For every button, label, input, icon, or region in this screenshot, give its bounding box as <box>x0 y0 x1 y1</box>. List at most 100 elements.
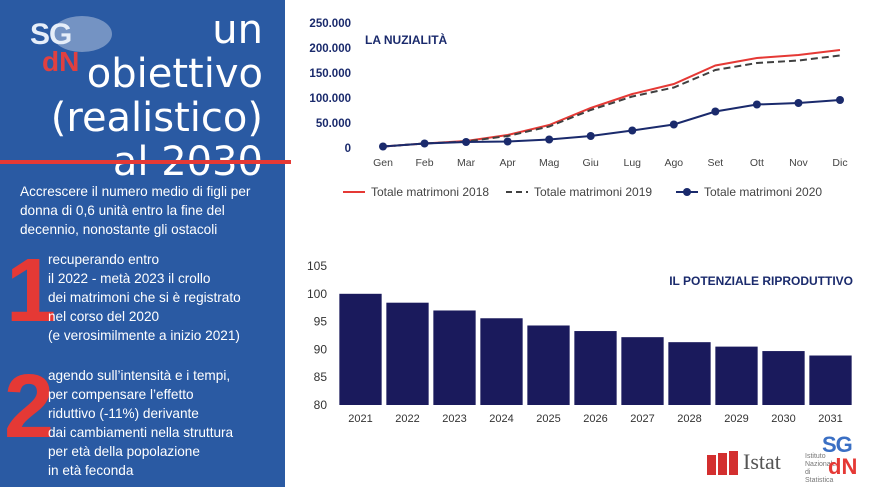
data-point <box>752 100 761 109</box>
data-point <box>379 142 387 151</box>
y-tick-label: 100 <box>307 287 327 301</box>
x-tick-label: Dic <box>832 157 847 169</box>
x-tick-label: 2030 <box>771 413 795 425</box>
x-tick-label: Lug <box>624 157 642 169</box>
sgdn-small-logo: SG dN <box>820 432 864 480</box>
legend-label: Totale matrimoni 2018 <box>371 185 489 199</box>
legend-marker <box>683 188 691 196</box>
y-tick-label: 250.000 <box>309 18 351 30</box>
sgdn-small-dn: dN <box>828 454 858 479</box>
x-tick-label: 2024 <box>489 413 513 425</box>
y-tick-label: 150.000 <box>309 68 351 80</box>
point-line: riduttivo (-11%) derivante <box>48 406 199 421</box>
point-line: (e verosimilmente a inizio 2021) <box>48 328 240 343</box>
y-tick-label: 200.000 <box>309 43 351 55</box>
point-line: recuperando entro <box>48 252 160 267</box>
bar <box>809 355 852 405</box>
x-tick-label: Feb <box>415 157 433 169</box>
chart-title: LA NUZIALITÀ <box>365 32 448 47</box>
x-tick-label: Gen <box>373 157 393 169</box>
bar <box>574 331 617 405</box>
bar <box>715 346 758 405</box>
page-title: un obiettivo (realistico) al 2030 <box>43 8 263 184</box>
data-point <box>628 126 637 135</box>
x-tick-label: 2021 <box>348 413 372 425</box>
x-tick-label: Set <box>707 157 723 169</box>
point-1-text: recuperando entro il 2022 - metà 2023 il… <box>48 250 276 345</box>
title-line: obiettivo <box>86 51 263 97</box>
left-panel: SG dN un obiettivo (realistico) al 2030 … <box>0 0 285 487</box>
bar <box>762 351 805 405</box>
bar <box>386 302 429 405</box>
point-line: in età feconda <box>48 463 134 478</box>
x-tick-label: Apr <box>499 157 516 169</box>
logo-dn-text: dN <box>42 46 80 77</box>
title-divider-extension <box>285 160 291 164</box>
legend-label: Totale matrimoni 2019 <box>534 185 652 199</box>
x-tick-label: Mag <box>539 157 560 169</box>
title-divider <box>0 160 285 164</box>
istat-wordmark: Istat <box>743 449 781 474</box>
point-number-2: 2 <box>4 357 55 457</box>
chart-title: IL POTENZIALE RIPRODUTTIVO <box>669 274 853 288</box>
sgdn-small-sg: SG <box>822 432 853 457</box>
x-tick-label: Nov <box>789 157 808 169</box>
data-point <box>420 139 429 148</box>
series-line-3 <box>382 99 841 148</box>
x-tick-label: Mar <box>457 157 476 169</box>
bar <box>668 342 711 405</box>
data-point <box>836 96 844 104</box>
title-line: (realistico) <box>50 95 263 141</box>
bar-chart: 80 85 90 95 100 105 IL POTENZIALE RIPRODUTTIVO… <box>307 259 853 425</box>
point-line: dai cambiamenti nella struttura <box>48 425 234 440</box>
logo-sg-text: SG <box>30 18 72 51</box>
line-chart: 0 50.000 100.000 150.000 200.000 250.000 Gen Fe… <box>309 18 847 199</box>
point-line: agendo sull’intensità e i tempi, <box>48 368 231 383</box>
y-tick-label: 0 <box>345 143 351 155</box>
point-line: per età della popolazione <box>48 444 200 459</box>
data-point <box>545 135 554 144</box>
x-tick-label: 2031 <box>818 413 842 425</box>
x-tick-label: Ott <box>750 157 764 169</box>
legend-label: Totale matrimoni 2020 <box>704 185 822 199</box>
point-line: dei matrimoni che si è registrato <box>48 290 241 305</box>
istat-mark-icon <box>707 451 738 475</box>
point-line: per compensare l’effetto <box>48 387 194 402</box>
x-tick-label: 2028 <box>677 413 701 425</box>
data-point <box>462 138 471 146</box>
sgdn-logo: SG dN <box>12 12 112 80</box>
y-tick-label: 80 <box>314 398 328 412</box>
charts-area: 0 50.000 100.000 150.000 200.000 250.000 Gen Fe… <box>307 18 853 425</box>
y-tick-label: 100.000 <box>309 93 351 105</box>
point-line: nel corso del 2020 <box>48 309 160 324</box>
data-point <box>669 120 678 129</box>
bar <box>339 293 382 405</box>
data-point <box>794 99 803 107</box>
intro-text: Accrescere il numero medio di figli per … <box>20 184 251 237</box>
x-tick-label: 2029 <box>724 413 748 425</box>
y-tick-label: 95 <box>314 315 328 329</box>
point-number-1: 1 <box>6 241 57 341</box>
x-tick-label: Ago <box>664 157 683 169</box>
y-tick-label: 85 <box>314 370 328 384</box>
x-tick-label: 2025 <box>536 413 560 425</box>
x-tick-label: 2023 <box>442 413 466 425</box>
data-point <box>503 137 512 146</box>
y-tick-label: 90 <box>314 342 328 356</box>
y-tick-label: 50.000 <box>316 118 351 130</box>
bar <box>433 310 476 405</box>
x-tick-label: 2027 <box>630 413 654 425</box>
x-tick-label: 2022 <box>395 413 419 425</box>
istat-subtitle: Istituto Nazionale di Statistica <box>805 453 837 484</box>
x-tick-label: Giu <box>583 157 600 169</box>
bar <box>621 337 664 405</box>
series-line-2 <box>382 54 841 148</box>
data-point <box>711 107 720 116</box>
point-line: il 2022 - metà 2023 il crollo <box>48 271 211 286</box>
title-line: un <box>212 7 263 53</box>
logo-baby-image <box>52 16 112 52</box>
series-line-1 <box>382 49 841 148</box>
bar <box>480 318 523 405</box>
point-2-text: agendo sull’intensità e i tempi, per com… <box>48 366 276 480</box>
x-tick-label: 2026 <box>583 413 607 425</box>
